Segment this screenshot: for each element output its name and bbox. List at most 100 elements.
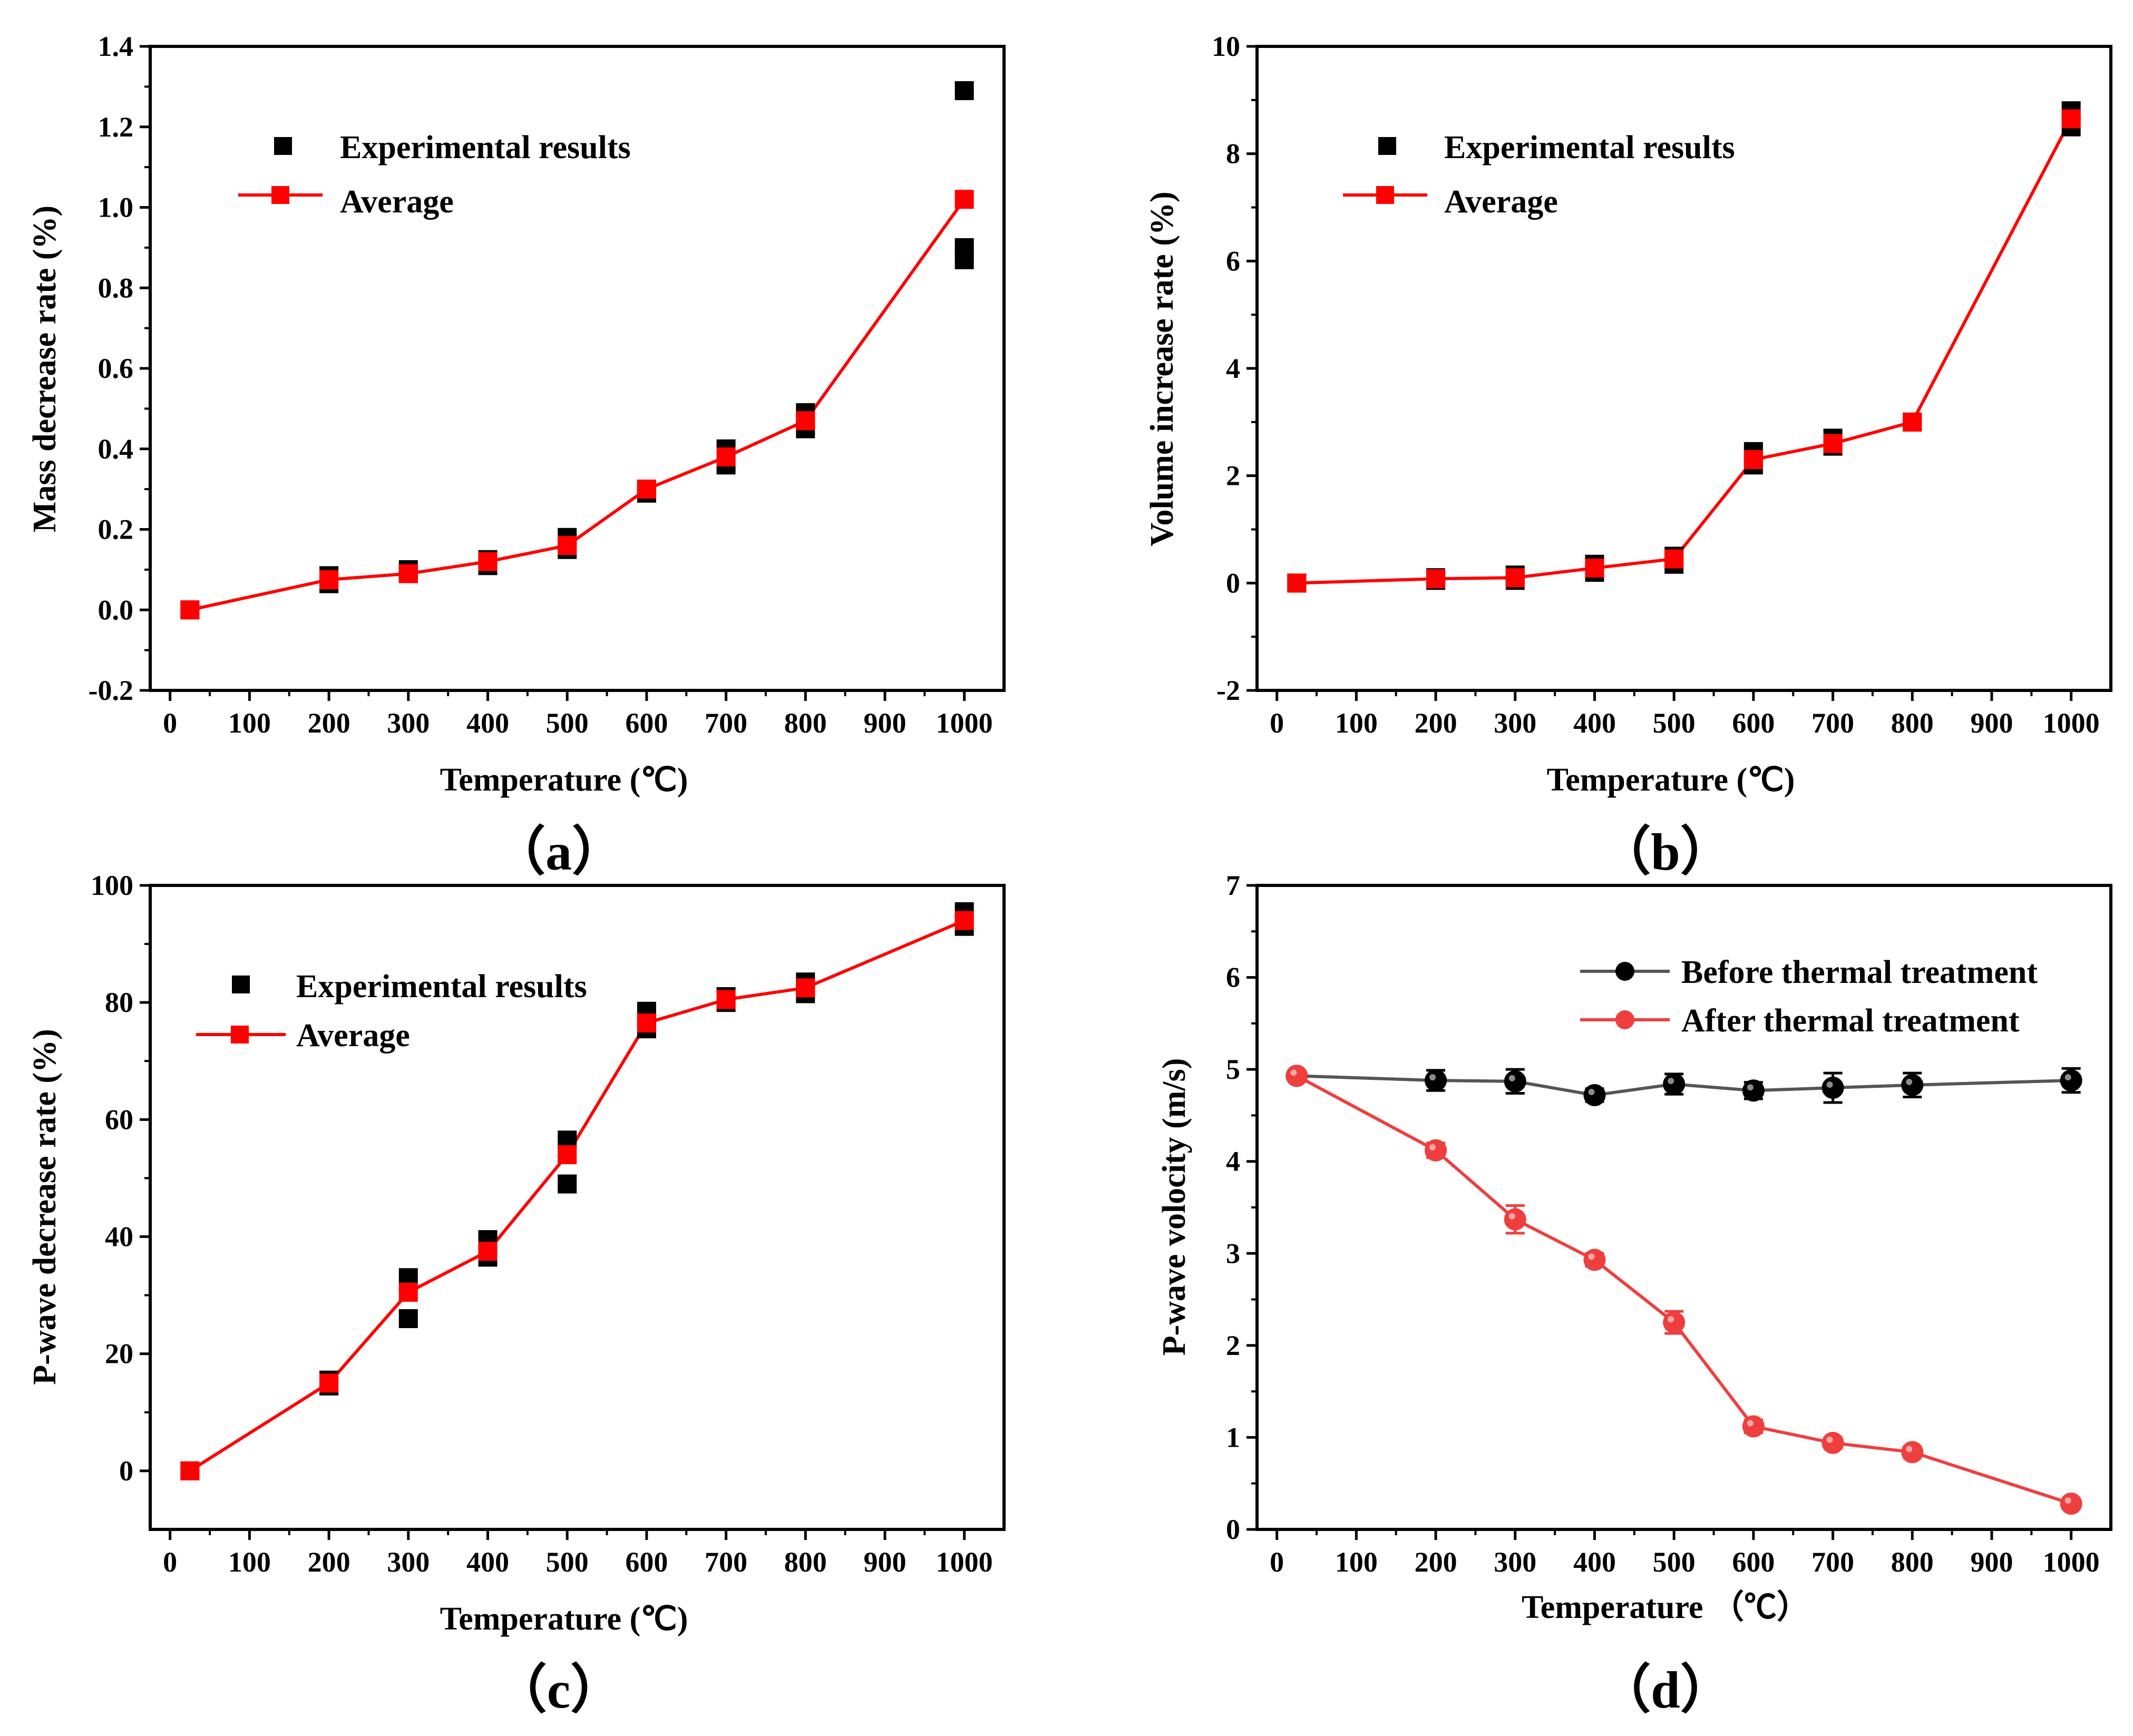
x-tick-label: 1000: [936, 1546, 993, 1578]
x-tick-label: 400: [466, 707, 509, 739]
chart-panel-b: 0 100 200 300 400 500 600 700 800 900 1000 -2 0 2 4 6 8 1…: [1144, 31, 2112, 881]
data-point-before-thermal-treatment: [1504, 1070, 1526, 1093]
x-axis-title: Temperature (℃): [1547, 762, 1795, 798]
data-point-average: [319, 1373, 339, 1393]
data-point-after-thermal-treatment: [1901, 1441, 1924, 1464]
y-tick-label: 10: [1212, 31, 1240, 62]
x-tick-label: 600: [625, 707, 668, 739]
data-point-average: [558, 1145, 577, 1165]
x-tick-label: 400: [1573, 707, 1616, 739]
series-line-average: [1297, 118, 2073, 585]
legend: Experimental results Average: [1343, 130, 1735, 220]
x-tick-label: 0: [1270, 707, 1284, 739]
y-axis-title: Volume increase rate (%): [1144, 191, 1180, 546]
y-tick-label: 6: [1226, 962, 1240, 993]
data-point-average: [558, 536, 577, 555]
y-tick-label: 8: [1226, 138, 1240, 170]
x-tick-label: 800: [1891, 1546, 1934, 1578]
y-tick-label: 40: [105, 1221, 133, 1253]
y-tick-label: 4: [1226, 1146, 1240, 1177]
y-tick-label: -0.2: [89, 675, 133, 706]
data-point-highlight: [2064, 1074, 2071, 1081]
legend-marker-after: [1615, 1010, 1634, 1029]
data-point-before-thermal-treatment: [1583, 1084, 1606, 1107]
y-tick-label: 0: [119, 1455, 133, 1487]
data-point-highlight: [1668, 1078, 1674, 1085]
x-tick-label: 900: [1970, 1546, 2013, 1578]
data-point-after-thermal-treatment: [1742, 1415, 1765, 1438]
data-point-experimental-results: [955, 238, 974, 257]
legend-marker-before: [1615, 962, 1634, 981]
data-point-before-thermal-treatment: [1742, 1079, 1765, 1102]
x-tick-label: 500: [546, 1546, 589, 1578]
data-point-average: [1287, 573, 1307, 593]
data-point-after-thermal-treatment: [2060, 1493, 2082, 1515]
data-point-average: [180, 600, 200, 620]
data-point-average: [955, 190, 974, 209]
data-point-highlight: [1826, 1436, 1833, 1443]
legend-marker-average: [271, 186, 289, 204]
x-tick-label: 600: [625, 1546, 668, 1578]
data-point-average: [180, 1461, 200, 1480]
x-tick-label: 300: [1494, 707, 1536, 739]
data-point-before-thermal-treatment: [1425, 1069, 1447, 1092]
series-line-average: [189, 198, 966, 612]
data-point-average: [1426, 569, 1446, 589]
x-tick-label: 700: [1811, 1546, 1854, 1578]
data-point-highlight: [1906, 1078, 1913, 1085]
data-point-average: [1744, 450, 1763, 470]
legend-marker-experimental: [274, 137, 292, 155]
chart-panel-a: 0 100 200 300 400 500 600 700 800 900 1000 -0.2 0.0 0…: [27, 31, 1006, 881]
y-tick-label: 1.0: [98, 192, 134, 223]
y-tick-label: 2: [1226, 1330, 1240, 1361]
y-tick-label: 0: [1226, 1514, 1240, 1545]
legend-label-experimental: Experimental results: [296, 969, 587, 1004]
plot-frame: [149, 884, 1006, 1531]
data-point-experimental-results: [955, 81, 974, 101]
data-point-highlight: [1826, 1081, 1833, 1088]
data-point-average: [796, 411, 815, 431]
y-tick-label: 20: [105, 1338, 133, 1370]
y-tick-label: 4: [1226, 353, 1240, 384]
data-point-average: [637, 1013, 656, 1033]
data-point-experimental-results: [558, 1174, 577, 1194]
x-tick-label: 100: [228, 1546, 271, 1578]
x-tick-label: 800: [784, 1546, 827, 1578]
data-point-average: [1823, 434, 1843, 453]
y-tick-label: 2: [1226, 460, 1240, 492]
data-point-after-thermal-treatment: [1663, 1311, 1686, 1334]
data-point-after-thermal-treatment: [1822, 1431, 1844, 1454]
x-tick-label: 200: [1415, 1546, 1457, 1578]
x-tick-label: 900: [1970, 707, 2013, 739]
data-point-average: [955, 911, 974, 930]
x-tick-label: 800: [784, 707, 827, 739]
y-axis-title: Mass decrease rate (%): [27, 206, 63, 532]
data-point-highlight: [1429, 1144, 1436, 1150]
data-point-before-thermal-treatment: [2060, 1069, 2082, 1092]
series-line-after-thermal-treatment: [1296, 1074, 2072, 1505]
y-tick-label: 1: [1226, 1421, 1240, 1453]
data-point-average: [1664, 549, 1684, 569]
x-tick-label: 700: [1811, 707, 1854, 739]
x-tick-label: 400: [1573, 1546, 1616, 1578]
chart-panel-d: 0 100 200 300 400 500 600 700 800 900 1000 0 1 2 3 4 5 6 7…: [1156, 870, 2112, 1719]
data-point-after-thermal-treatment: [1504, 1208, 1526, 1231]
data-point-average: [478, 1242, 498, 1261]
x-tick-label: 700: [705, 707, 747, 739]
legend-marker-experimental: [232, 976, 250, 993]
legend-label-average: Average: [340, 184, 454, 220]
data-point-before-thermal-treatment: [1901, 1074, 1924, 1096]
data-point-highlight: [1508, 1075, 1515, 1081]
y-tick-label: 0.2: [98, 514, 134, 545]
data-point-highlight: [1747, 1420, 1754, 1427]
x-tick-label: 300: [387, 1546, 430, 1578]
y-tick-label: 0.8: [98, 272, 134, 304]
panel-label: （b）: [1598, 823, 1733, 881]
data-point-highlight: [1508, 1213, 1515, 1220]
data-point-highlight: [1668, 1316, 1674, 1323]
data-point-highlight: [1906, 1446, 1913, 1452]
x-tick-label: 200: [308, 1546, 350, 1578]
x-axis-title: Temperature (℃): [440, 1601, 688, 1637]
data-point-highlight: [1429, 1074, 1436, 1081]
